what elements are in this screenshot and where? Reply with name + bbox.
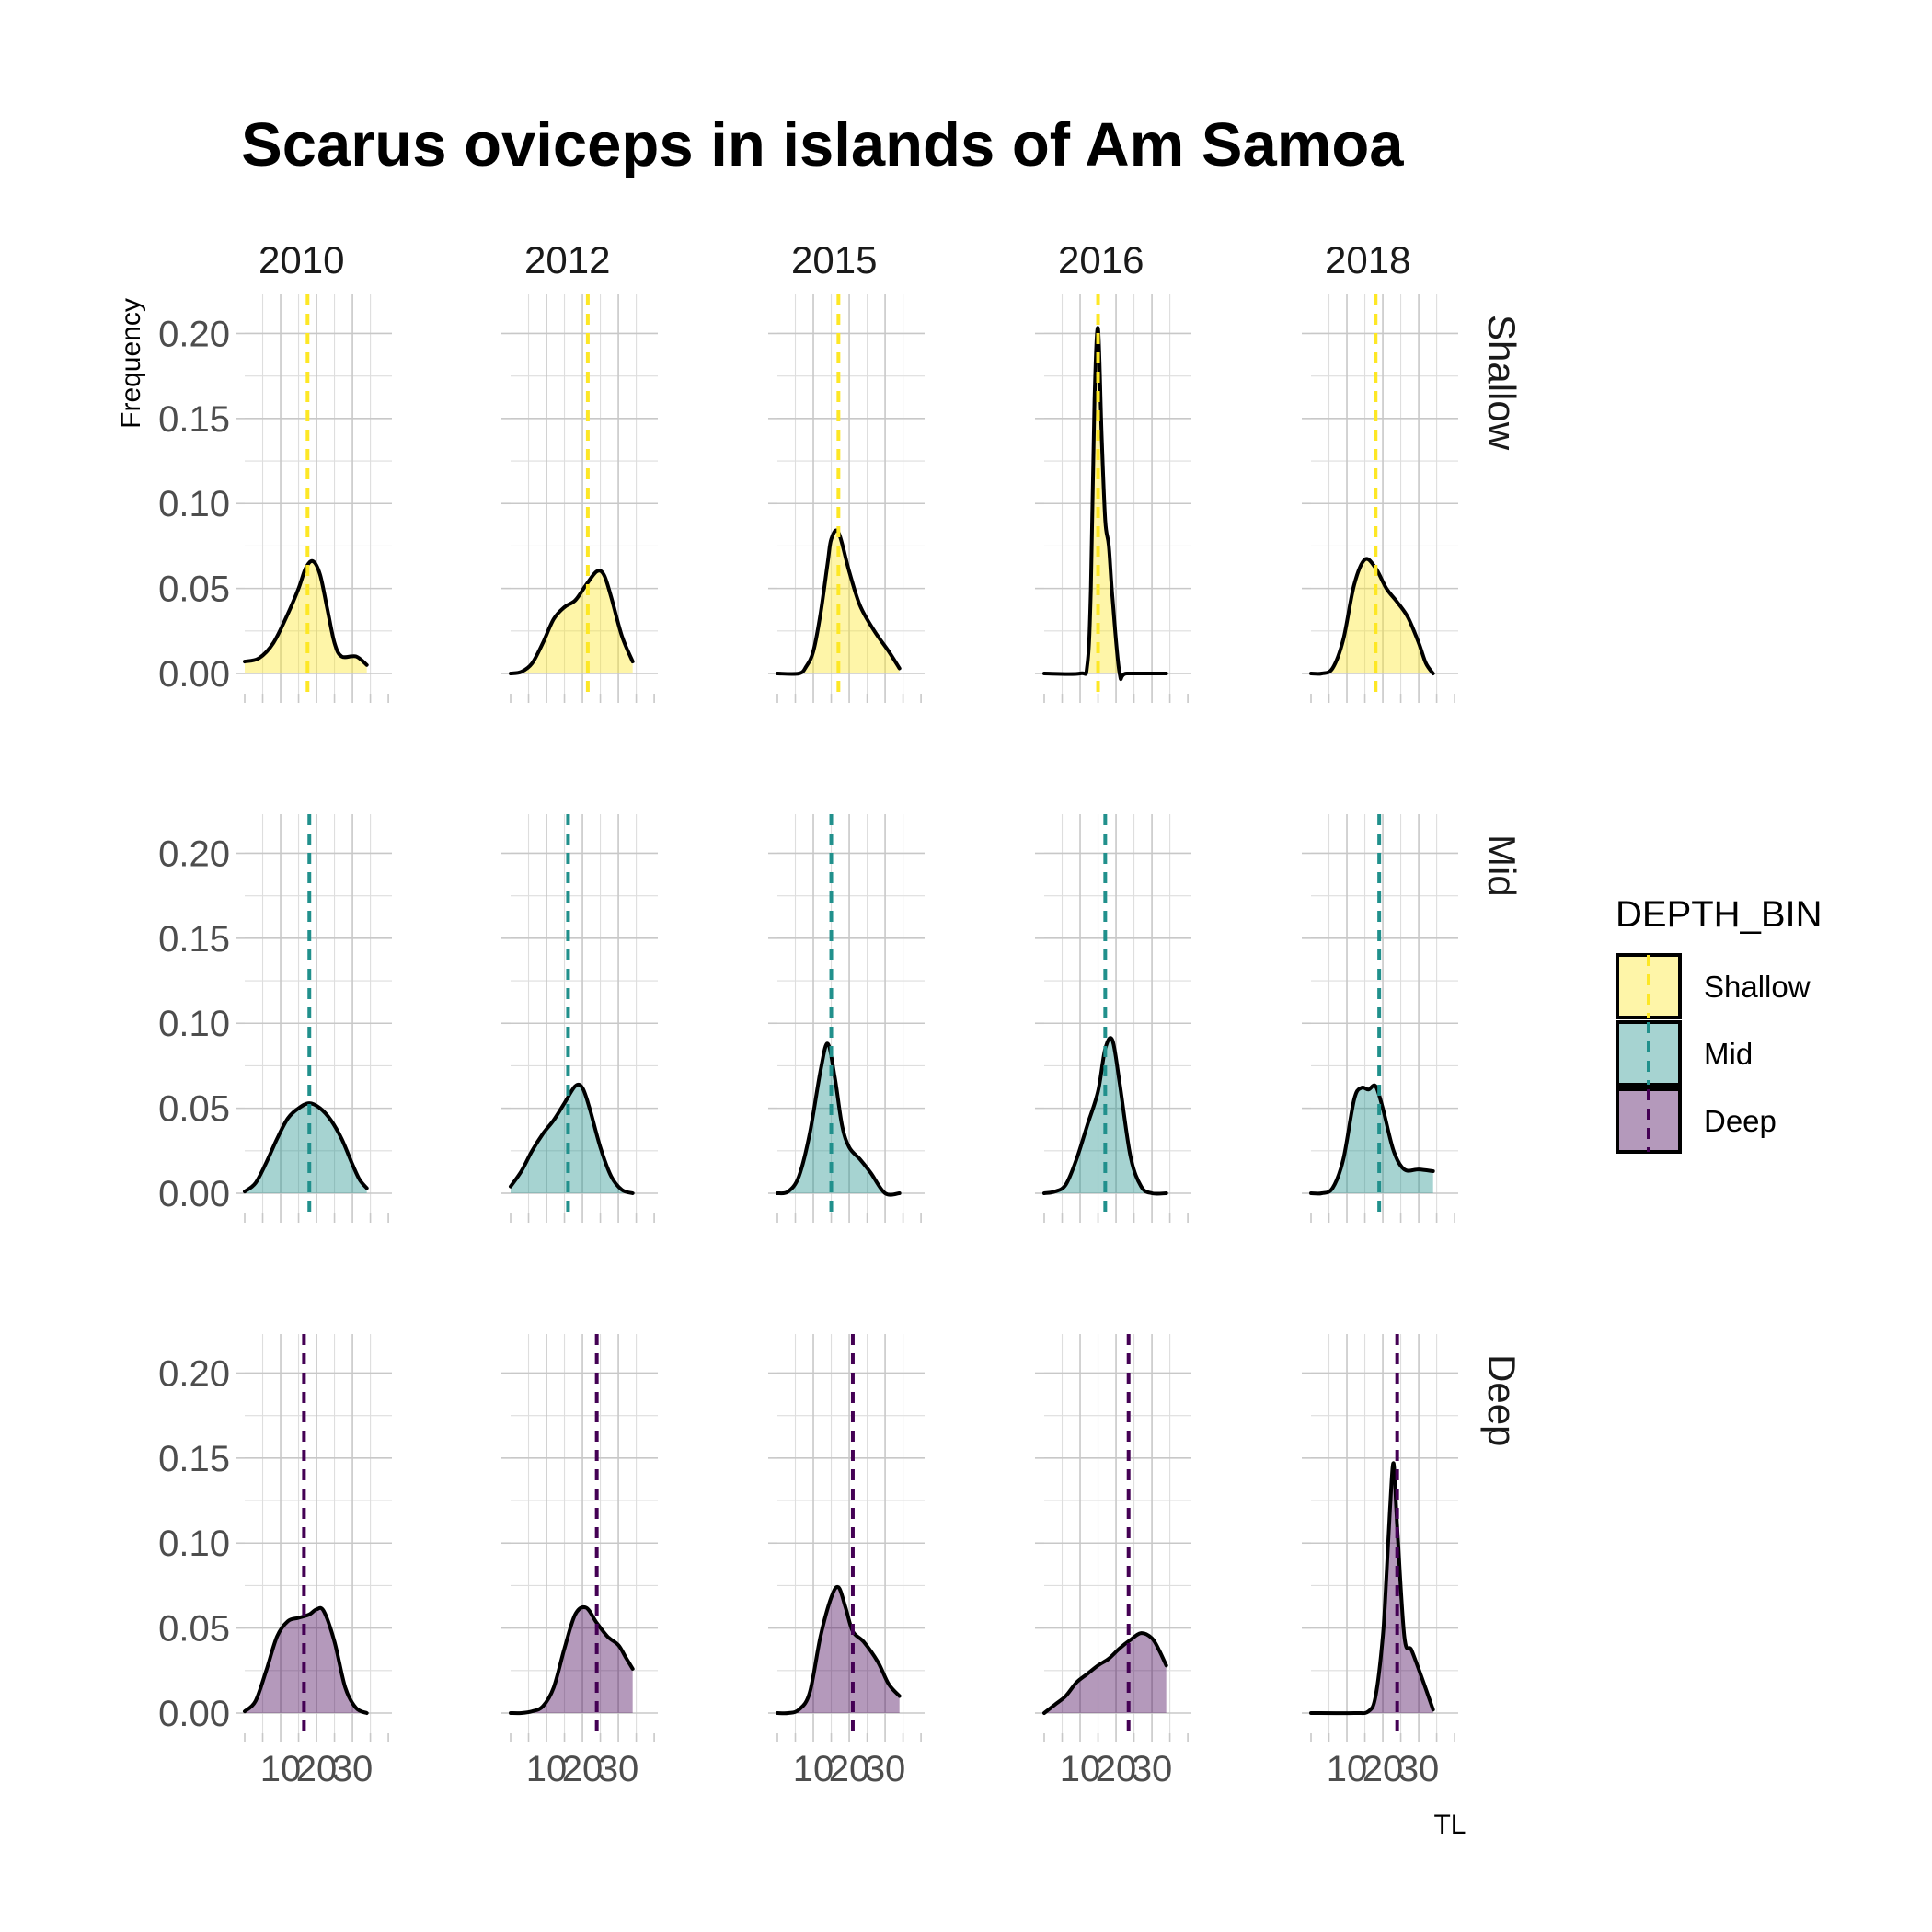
y-tick-label: 0.10 xyxy=(158,484,230,524)
y-tick-label: 0.10 xyxy=(158,1004,230,1044)
x-tick-label: 20 xyxy=(1363,1749,1404,1789)
facet-panels xyxy=(236,294,1458,1742)
strip-label-2016: 2016 xyxy=(1058,238,1144,282)
panel-2016-deep xyxy=(1035,1334,1191,1742)
chart-title: Scarus oviceps in islands of Am Samoa xyxy=(241,110,1404,179)
strip-label-shallow: Shallow xyxy=(1480,315,1524,451)
density-area xyxy=(245,560,367,673)
strip-label-2012: 2012 xyxy=(524,238,610,282)
x-tick-label: 20 xyxy=(1096,1749,1137,1789)
legend-item-mid: Mid xyxy=(1616,1020,1753,1087)
x-tick-label: 10 xyxy=(526,1749,568,1789)
legend: DEPTH_BIN Shallow Mid Deep xyxy=(1616,894,1823,1154)
density-line xyxy=(243,1605,369,1715)
strip-label-mid: Mid xyxy=(1480,834,1524,897)
legend-item-deep: Deep xyxy=(1616,1087,1777,1154)
panel-2012-shallow xyxy=(501,294,658,703)
legend-item-shallow: Shallow xyxy=(1616,953,1811,1019)
x-tick-label: 10 xyxy=(1060,1749,1101,1789)
density-line xyxy=(509,1604,635,1716)
density-line xyxy=(1042,326,1168,682)
y-axis-title: Frequency xyxy=(116,298,146,429)
y-tick-label: 0.15 xyxy=(158,1439,230,1479)
x-tick-label: 30 xyxy=(1132,1749,1173,1789)
y-tick-label: 0.05 xyxy=(158,569,230,610)
density-area xyxy=(777,530,900,674)
density-line xyxy=(776,528,902,676)
density-area xyxy=(1311,558,1433,674)
density-area xyxy=(511,1084,633,1193)
panel-2018-deep xyxy=(1302,1334,1458,1742)
density-line xyxy=(243,558,369,667)
x-tick-label: 20 xyxy=(829,1749,870,1789)
density-area xyxy=(1044,328,1167,680)
x-tick-label: 30 xyxy=(598,1749,639,1789)
density-area xyxy=(1044,1633,1167,1713)
y-tick-label: 0.20 xyxy=(158,314,230,354)
y-tick-label: 0.05 xyxy=(158,1089,230,1130)
panel-2012-deep xyxy=(501,1334,658,1742)
y-tick-label: 0.15 xyxy=(158,919,230,960)
legend-label: Mid xyxy=(1704,1037,1753,1071)
density-line xyxy=(776,1584,902,1716)
x-tick-label: 30 xyxy=(1398,1749,1440,1789)
x-tick-label: 10 xyxy=(1327,1749,1368,1789)
panel-2010-mid xyxy=(236,814,392,1223)
panel-2010-shallow xyxy=(236,294,392,703)
panel-2012-mid xyxy=(501,814,658,1223)
panel-2015-mid xyxy=(768,814,925,1223)
density-line xyxy=(243,1101,369,1194)
x-tick-label: 10 xyxy=(260,1749,302,1789)
density-line xyxy=(1309,1083,1435,1196)
y-tick-label: 0.00 xyxy=(158,1174,230,1214)
density-area xyxy=(245,1103,367,1193)
x-tick-label: 30 xyxy=(332,1749,374,1789)
strip-label-2018: 2018 xyxy=(1325,238,1410,282)
y-tick-label: 0.00 xyxy=(158,654,230,695)
x-tick-label: 20 xyxy=(562,1749,604,1789)
x-tick-label: 10 xyxy=(793,1749,834,1789)
facet-strips: 2010 2012 2015 2016 2018 Shallow Mid Deep xyxy=(259,238,1524,1446)
panel-2018-shallow xyxy=(1302,294,1458,703)
x-tick-label: 20 xyxy=(296,1749,338,1789)
strip-label-2015: 2015 xyxy=(791,238,877,282)
legend-label: Deep xyxy=(1704,1104,1777,1138)
x-axis-title: TL xyxy=(1433,1810,1466,1840)
density-line xyxy=(1042,1631,1168,1715)
panel-2016-shallow xyxy=(1035,294,1191,703)
y-tick-label: 0.10 xyxy=(158,1524,230,1564)
density-area xyxy=(511,1606,633,1714)
panel-2018-mid xyxy=(1302,814,1458,1223)
legend-title: DEPTH_BIN xyxy=(1616,894,1823,935)
y-tick-label: 0.05 xyxy=(158,1609,230,1650)
density-area xyxy=(777,1586,900,1714)
density-area xyxy=(1311,1463,1433,1714)
panel-2015-shallow xyxy=(768,294,925,703)
strip-label-2010: 2010 xyxy=(259,238,344,282)
panel-2015-deep xyxy=(768,1334,925,1742)
x-tick-label: 30 xyxy=(865,1749,906,1789)
density-area xyxy=(245,1607,367,1713)
density-line xyxy=(1309,1461,1435,1716)
axes: 0.00 0.05 0.10 0.15 0.20 0.00 0.05 0.10 0.15 0.20… xyxy=(158,314,1439,1789)
y-tick-label: 0.20 xyxy=(158,1353,230,1394)
density-line xyxy=(509,569,635,675)
strip-label-deep: Deep xyxy=(1480,1354,1524,1446)
y-tick-label: 0.20 xyxy=(158,834,230,874)
panel-2016-mid xyxy=(1035,814,1191,1223)
y-tick-label: 0.15 xyxy=(158,399,230,440)
panel-2010-deep xyxy=(236,1334,392,1742)
density-line xyxy=(776,1041,902,1197)
density-area xyxy=(1044,1038,1167,1194)
legend-label: Shallow xyxy=(1704,970,1811,1004)
density-area xyxy=(777,1043,900,1195)
y-tick-label: 0.00 xyxy=(158,1694,230,1734)
density-line xyxy=(509,1082,635,1195)
